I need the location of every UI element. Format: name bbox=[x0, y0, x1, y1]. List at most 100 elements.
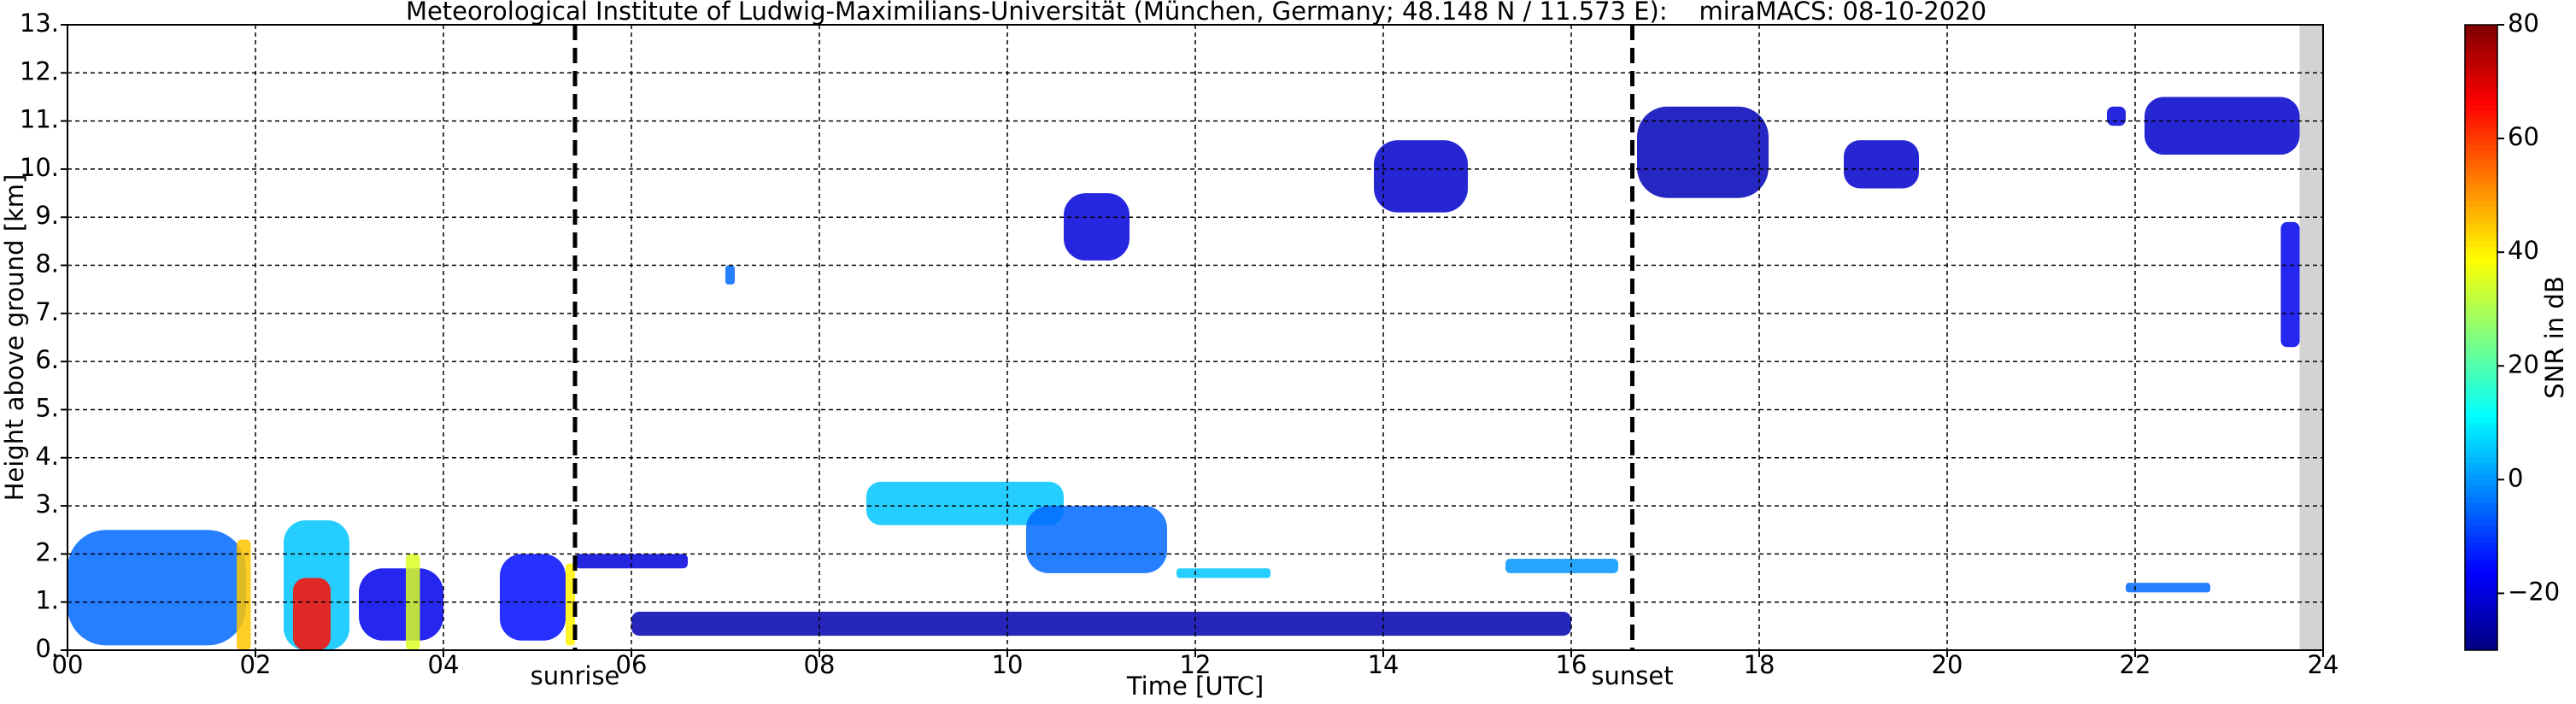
colorbar-step bbox=[2465, 167, 2497, 173]
colorbar-step bbox=[2465, 36, 2497, 43]
colorbar-step bbox=[2465, 235, 2497, 242]
marker-label: sunset bbox=[1591, 661, 1673, 690]
x-tick-label: 20 bbox=[1932, 650, 1963, 679]
colorbar-frame bbox=[2464, 24, 2498, 651]
colorbar-step bbox=[2465, 490, 2497, 497]
colorbar-step bbox=[2465, 565, 2497, 572]
echo bbox=[237, 539, 251, 650]
colorbar-step bbox=[2465, 109, 2497, 116]
colorbar-step bbox=[2465, 252, 2497, 259]
colorbar-step bbox=[2465, 173, 2497, 179]
colorbar-step bbox=[2465, 394, 2497, 401]
colorbar-step bbox=[2465, 132, 2497, 139]
colorbar-step bbox=[2465, 496, 2497, 503]
echo bbox=[1064, 193, 1130, 261]
colorbar-step bbox=[2465, 519, 2497, 526]
colorbar-step bbox=[2465, 507, 2497, 514]
colorbar-step bbox=[2465, 115, 2497, 122]
colorbar-step bbox=[2465, 593, 2497, 600]
echo bbox=[866, 481, 1064, 525]
y-tick-label: 1. bbox=[35, 586, 59, 615]
x-tick-label: 06 bbox=[616, 650, 648, 679]
colorbar-step bbox=[2465, 87, 2497, 94]
colorbar-step bbox=[2465, 308, 2497, 315]
y-tick-label: 5. bbox=[35, 393, 59, 422]
colorbar-step bbox=[2465, 126, 2497, 133]
colorbar-tick-label: −20 bbox=[2508, 577, 2560, 606]
echo bbox=[725, 265, 735, 285]
y-tick-label: 12. bbox=[20, 56, 59, 85]
y-tick-label: 9. bbox=[35, 201, 59, 230]
echo bbox=[406, 554, 420, 650]
colorbar-step bbox=[2465, 525, 2497, 531]
x-tick-label: 04 bbox=[428, 650, 460, 679]
chart-title: Meteorological Institute of Ludwig-Maxim… bbox=[406, 0, 1986, 26]
y-tick-label: 7. bbox=[35, 297, 59, 326]
colorbar-step bbox=[2465, 337, 2497, 344]
colorbar-step bbox=[2465, 479, 2497, 486]
colorbar-step bbox=[2465, 531, 2497, 537]
colorbar-step bbox=[2465, 206, 2497, 214]
colorbar-tick-label: 40 bbox=[2508, 236, 2539, 265]
colorbar-step bbox=[2465, 201, 2497, 208]
x-axis-label: Time [UTC] bbox=[1126, 672, 1264, 701]
colorbar-step bbox=[2465, 599, 2497, 606]
colorbar-step bbox=[2465, 536, 2497, 543]
colorbar-step bbox=[2465, 343, 2497, 349]
y-tick-label: 6. bbox=[35, 345, 59, 374]
colorbar-step bbox=[2465, 161, 2497, 167]
colorbar-step bbox=[2465, 616, 2497, 623]
echo bbox=[1026, 506, 1167, 573]
echo bbox=[1844, 140, 1919, 189]
y-tick-label: 8. bbox=[35, 249, 59, 279]
x-tick-label: 10 bbox=[992, 650, 1024, 679]
colorbar-step bbox=[2465, 582, 2497, 589]
colorbar-step bbox=[2465, 320, 2497, 327]
colorbar-step bbox=[2465, 456, 2497, 463]
echo bbox=[1637, 106, 1769, 198]
colorbar-step bbox=[2465, 178, 2497, 185]
colorbar-step bbox=[2465, 218, 2497, 225]
colorbar-step bbox=[2465, 513, 2497, 520]
colorbar-step bbox=[2465, 638, 2497, 645]
colorbar-step bbox=[2465, 246, 2497, 253]
colorbar-tick-label: 20 bbox=[2508, 349, 2539, 378]
colorbar-step bbox=[2465, 473, 2497, 480]
echo bbox=[2126, 583, 2210, 593]
y-axis-label: Height above ground [km] bbox=[0, 174, 29, 502]
y-tick-label: 10. bbox=[20, 153, 59, 182]
colorbar-step bbox=[2465, 314, 2497, 321]
echo bbox=[500, 554, 566, 641]
x-tick-label: 18 bbox=[1744, 650, 1775, 679]
colorbar-step bbox=[2465, 400, 2497, 407]
y-tick-label: 13. bbox=[20, 9, 59, 38]
colorbar-step bbox=[2465, 434, 2497, 441]
colorbar-step bbox=[2465, 468, 2497, 475]
x-tick-label: 00 bbox=[52, 650, 84, 679]
colorbar-step bbox=[2465, 70, 2497, 77]
colorbar-step bbox=[2465, 92, 2497, 100]
colorbar-step bbox=[2465, 377, 2497, 384]
colorbar-step bbox=[2465, 621, 2497, 628]
echo bbox=[2145, 97, 2300, 155]
echo bbox=[359, 568, 443, 641]
colorbar-step bbox=[2465, 58, 2497, 66]
colorbar-step bbox=[2465, 610, 2497, 617]
marker-label: sunrise bbox=[531, 661, 620, 690]
colorbar-step bbox=[2465, 229, 2497, 236]
colorbar-step bbox=[2465, 30, 2497, 37]
colorbar-step bbox=[2465, 462, 2497, 469]
x-tick-label: 02 bbox=[240, 650, 272, 679]
colorbar-step bbox=[2465, 644, 2497, 651]
colorbar-step bbox=[2465, 303, 2497, 310]
colorbar-step bbox=[2465, 451, 2497, 458]
y-tick-label: 11. bbox=[20, 105, 59, 134]
colorbar-step bbox=[2465, 445, 2497, 452]
colorbar-step bbox=[2465, 331, 2497, 338]
colorbar-step bbox=[2465, 257, 2497, 264]
colorbar-step bbox=[2465, 263, 2497, 270]
colorbar-step bbox=[2465, 485, 2497, 492]
colorbar-step bbox=[2465, 559, 2497, 566]
colorbar-step bbox=[2465, 604, 2497, 611]
colorbar-step bbox=[2465, 121, 2497, 128]
